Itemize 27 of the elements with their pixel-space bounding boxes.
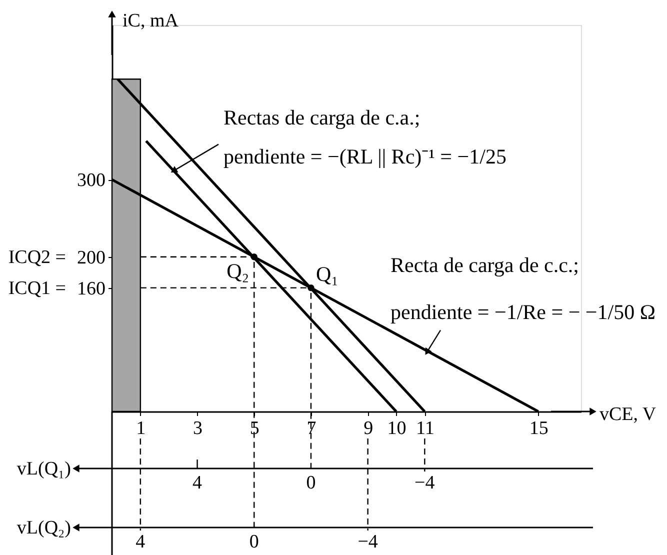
- annotation: 0: [306, 472, 316, 494]
- annotation: ICQ1 =: [8, 278, 66, 299]
- x-tick-label: 11: [416, 418, 434, 439]
- y-axis-title: iC, mA: [122, 10, 179, 32]
- x-axis-title: vCE, V: [600, 404, 656, 425]
- annotation: 4: [136, 532, 146, 552]
- y-tick-label: 160: [77, 278, 106, 300]
- annotation: 0: [249, 532, 259, 552]
- annotation: −4: [414, 472, 436, 494]
- x-tick-label: 9: [364, 418, 374, 439]
- x-tick-label: 7: [306, 418, 316, 439]
- annotation: Rectas de carga de c.a.; pendiente = −(RL || Rc)⁻¹ = −1/25: [224, 105, 506, 168]
- x-tick-label: 1: [136, 418, 146, 439]
- annotation: Recta de carga de c.c.; pendiente = −1/Re = − −1/50 Ω: [390, 253, 656, 324]
- text: 4: [192, 472, 203, 494]
- x-tick-label: 10: [387, 418, 406, 439]
- text: vL(Q₁): [16, 458, 71, 480]
- x-tick-label: 15: [529, 418, 548, 439]
- text: −4: [358, 532, 378, 552]
- text: vL(Q₂): [16, 518, 71, 538]
- y-tick-label: 300: [77, 170, 106, 192]
- x-tick-label: 5: [250, 418, 260, 439]
- annotation: ICQ2 =: [8, 246, 66, 268]
- y-tick-label: 200: [77, 247, 106, 268]
- annotation: Q₂: [226, 258, 250, 283]
- annotation: Q₁: [316, 262, 338, 286]
- x-tick-label: 3: [193, 418, 203, 439]
